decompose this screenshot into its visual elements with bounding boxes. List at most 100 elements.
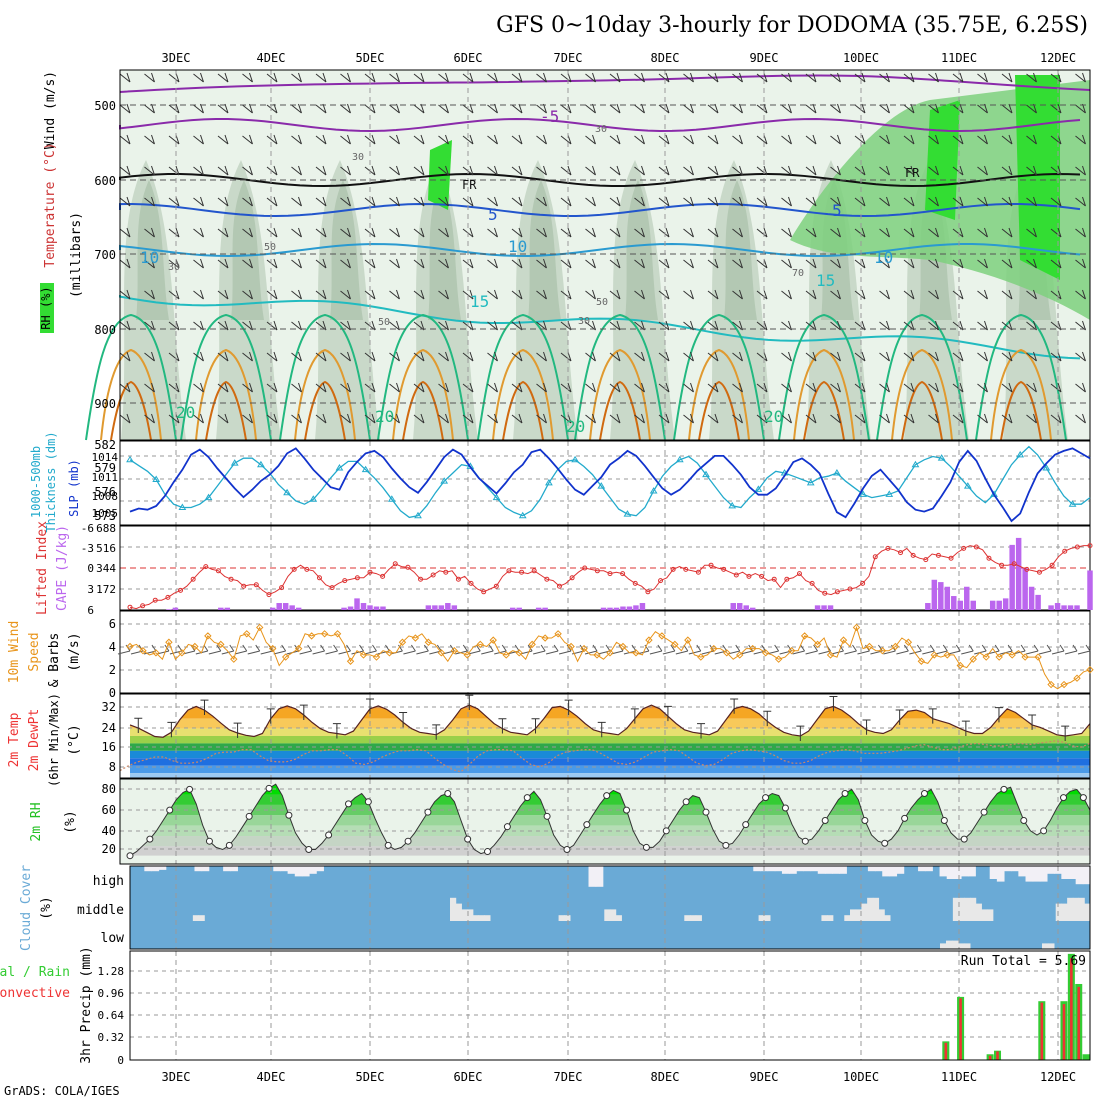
bottom-date-label: 3DEC — [162, 1070, 191, 1084]
thickness-axis-label: 1000-500mb — [29, 446, 43, 518]
thickness-tick: 573 — [94, 509, 116, 523]
lifted-index-marker — [594, 568, 600, 574]
cape-bar — [166, 609, 172, 610]
lifted-index-marker — [1062, 548, 1068, 554]
wind-barb — [438, 351, 449, 362]
lifted-index-marker — [178, 587, 184, 593]
wind-barb — [805, 644, 818, 655]
wind-barb — [364, 644, 377, 655]
wind-barb — [144, 289, 155, 300]
wind-barb — [854, 165, 866, 176]
rh-color-band — [130, 815, 1090, 826]
rh-tick: 40 — [102, 824, 116, 838]
lifted-index-marker — [746, 573, 752, 579]
lifted-index-marker — [354, 575, 360, 581]
wind-barb — [585, 289, 596, 300]
wind-barb — [830, 227, 841, 238]
wind-barb — [315, 227, 327, 238]
minmax-bar — [862, 719, 871, 735]
wind-barb — [756, 227, 768, 238]
cloud-bar — [861, 903, 868, 921]
wind-barb — [1026, 413, 1037, 424]
thickness-marker — [937, 454, 946, 461]
isotherm-25 — [492, 348, 554, 441]
wind-axis-label: Wind (m/s) — [43, 71, 58, 149]
wind-barb — [193, 351, 204, 362]
wind-barb — [119, 289, 131, 300]
wind-barb — [1001, 72, 1013, 83]
wind-barb — [1026, 196, 1037, 207]
cloud-high-gap — [287, 866, 296, 874]
wind-barb — [193, 72, 204, 83]
temp-tick: 32 — [102, 700, 116, 714]
panel-frame — [119, 610, 1091, 694]
wind-barb — [879, 413, 890, 424]
rh-unit-label: (%) — [63, 810, 78, 833]
wind-speed-marker — [1021, 653, 1029, 661]
panel-frame — [119, 440, 1091, 526]
wind-barb — [634, 227, 645, 238]
cape-tick: 516 — [96, 542, 116, 555]
pressure-tick: 800 — [94, 323, 116, 337]
cape-bar — [957, 600, 964, 610]
wind-barb — [560, 227, 572, 238]
wind-barb — [658, 289, 670, 300]
wind-barb — [291, 351, 302, 362]
wind-barb — [487, 134, 498, 145]
lifted-index-marker — [986, 555, 992, 561]
wind-barb — [413, 72, 425, 83]
cloud-high-gap — [867, 866, 876, 872]
wind-barb — [217, 413, 229, 424]
wind-speed-marker — [736, 651, 744, 659]
wind-barb — [364, 72, 376, 83]
cloud-high-gap — [1004, 866, 1012, 872]
cloud-unit-label: (%) — [39, 896, 54, 919]
wind-barb — [193, 165, 204, 176]
wind-speed-marker — [139, 647, 147, 655]
wind-barb — [119, 413, 131, 424]
wind-speed-marker — [632, 649, 640, 657]
wind-barb — [634, 72, 645, 83]
cape-bar — [425, 605, 432, 610]
wind-barb — [634, 165, 645, 176]
wind-barb — [609, 227, 621, 238]
contour-label-temp: 10 — [140, 248, 159, 267]
top-date-label: 10DEC — [843, 51, 879, 65]
contour-label-temp: 15 — [816, 271, 835, 290]
wind-speed-marker — [748, 644, 757, 653]
contour-label-temp: 5 — [488, 205, 498, 224]
cape-bar — [172, 607, 179, 610]
wind-barb — [1001, 289, 1013, 300]
wind-barb — [291, 382, 302, 393]
wind-speed-marker — [1047, 680, 1055, 689]
rh-marker — [384, 841, 392, 849]
wind-barb — [658, 134, 670, 145]
wind-barb — [1001, 103, 1013, 114]
minmax-bar — [1061, 725, 1070, 741]
wind-barb — [683, 413, 694, 424]
isotherm-25 — [195, 348, 257, 441]
wind-speed-marker — [502, 651, 510, 659]
wind-barb — [266, 165, 278, 176]
wind-barb — [536, 382, 547, 393]
thickness-axis-label: Thickness (dm) — [44, 431, 58, 532]
wind-barb — [389, 413, 400, 424]
wind-barb — [1075, 165, 1086, 176]
cloud-bar — [472, 915, 480, 921]
run-total: Run Total = 5.69 — [961, 954, 1086, 969]
wind-barb — [416, 644, 429, 655]
isotherm-30 — [205, 380, 247, 441]
minmax-bar — [564, 699, 573, 715]
temp-mask — [120, 694, 130, 778]
lifted-index-marker — [771, 576, 777, 582]
cloud-axis-label: Cloud Cover — [19, 865, 34, 951]
wind-barb — [1075, 258, 1086, 269]
cape-bar — [1048, 605, 1054, 610]
lifted-index-marker — [948, 555, 954, 561]
wind-barb — [1026, 289, 1037, 300]
cloud-bar — [987, 909, 994, 921]
wind-barb — [952, 227, 964, 238]
wind-barb — [609, 134, 621, 145]
bottom-date-label: 8DEC — [651, 1070, 680, 1084]
wind-barb — [487, 196, 498, 207]
